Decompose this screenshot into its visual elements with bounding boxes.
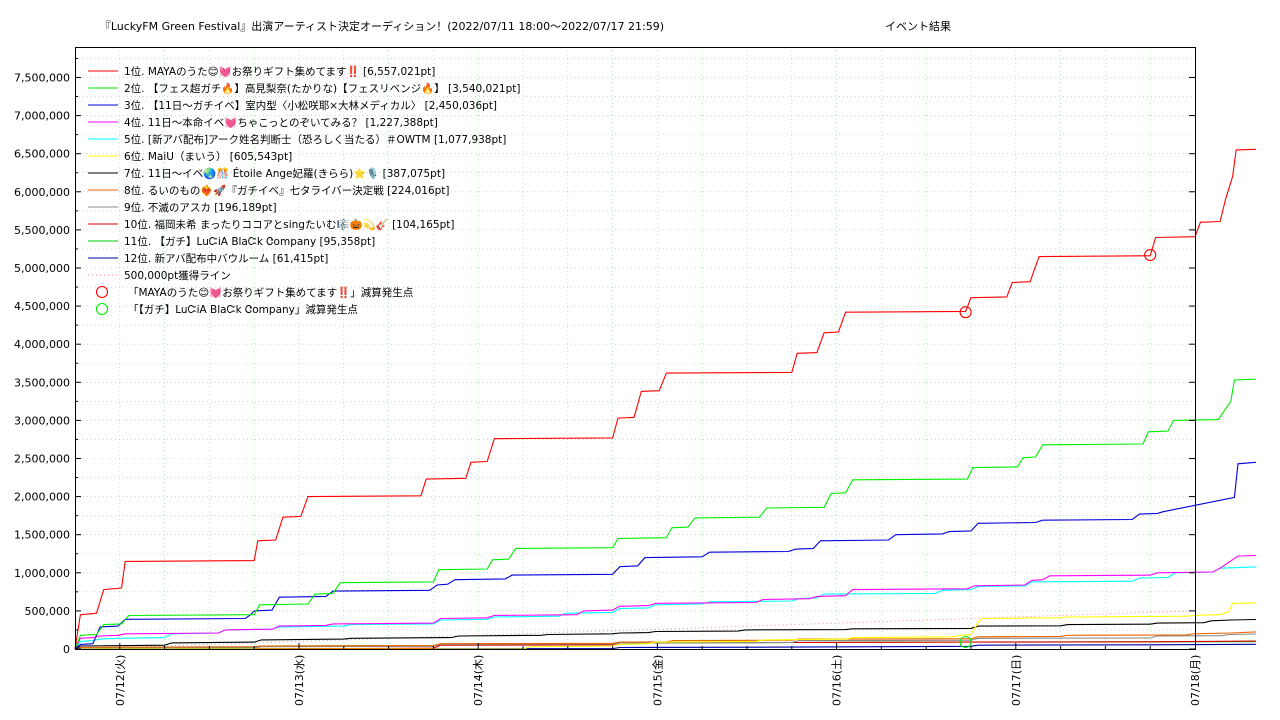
legend-label: 10位. 福岡未希 まったりココアとsingたいむ🎼🎃💫🎸 [104,165pt… [124,218,454,231]
legend-label: 「【ガチ】LuᏨiA BlaᏨk Ꮳompany」減算発生点 [128,303,358,316]
y-tick-label: 7,500,000 [14,71,70,84]
x-tick-label: 07/18(月) [1189,655,1202,706]
legend-label: 7位. 11日〜イベ🌏🎊 Étoile Ange妃羅(きらら)⭐️🎙️ [387… [124,167,445,180]
series-line-2 [74,378,1256,650]
legend-label: 3位. 【11日〜ガチイベ】室内型〈小松咲耶×大林メディカル〉 [2,450,0… [124,99,497,112]
x-tick-label: 07/17(日) [1010,655,1023,706]
legend-label: 5位. [新アバ配布]アーク姓名判断士（恐ろしく当たる）＃OWTM [1,077… [124,133,506,146]
x-tick-label: 07/16(土) [831,655,844,706]
series-line-4 [74,554,1256,650]
legend-label: 2位. 【フェス超ガチ🔥】高見梨奈(たかりな)【フェスリベンジ🔥】 [3,540… [124,82,520,95]
y-tick-label: 500,000 [25,605,71,618]
legend-swatch [95,302,109,316]
legend: 1位. MAYAのうた😊💓お祭りギフト集めてます‼️ [6,557,021pt]… [88,65,520,316]
y-tick-label: 0 [63,643,70,656]
series-line-5 [74,566,1256,650]
y-tick-label: 6,500,000 [14,148,70,161]
y-tick-label: 4,000,000 [14,338,70,351]
x-tick-label: 07/15(金) [650,655,664,706]
grid [75,47,1195,649]
y-axis: 0 500,000 1,000,000 1,500,000 2,000,000 2,500… [14,57,1195,656]
chart-title: 『LuckyFM Green Festival』出演アーティスト決定オーディショ… [100,19,664,33]
series-line-8 [74,631,1256,650]
y-tick-label: 4,500,000 [14,300,70,313]
y-tick-label: 6,000,000 [14,186,70,199]
decrease-marker-1 [1144,248,1157,262]
plot-frame [75,47,1196,650]
decrease-marker-1 [959,306,972,319]
legend-label: 1位. MAYAのうた😊💓お祭りギフト集めてます‼️ [6,557,021pt] [124,65,435,78]
y-tick-label: 3,500,000 [14,376,70,389]
legend-label: 4位. 11日〜本命イベ💓ちゃこっとのぞいてみる？ [1,227,388pt] [124,116,438,129]
x-tick-label: 07/12(火) [114,655,127,706]
x-tick-label: 07/14(木) [472,655,485,706]
legend-label: 500,000pt獲得ライン [124,269,231,282]
legend-label: 11位. 【ガチ】LuᏨiA BlaᏨk Ꮳompany [95,358pt] [124,235,375,248]
series-line-7 [74,618,1256,650]
y-tick-label: 5,500,000 [14,224,70,237]
legend-label: 「MAYAのうた😊💓お祭りギフト集めてます‼️」減算発生点 [128,286,413,299]
y-tick-label: 2,000,000 [14,491,70,504]
legend-label: 6位. MaiU（まいう） [605,543pt] [124,150,292,163]
y-tick-label: 5,000,000 [14,262,70,275]
series-line-9 [74,633,1256,650]
legend-label: 12位. 新アバ配布中バウルーム [61,415pt] [124,252,328,265]
y-tick-label: 3,000,000 [14,414,70,427]
y-tick-label: 1,500,000 [14,529,70,542]
x-tick-label: 07/13(水) [293,655,306,706]
y-tick-label: 2,500,000 [14,452,70,465]
series-line-1 [74,148,1256,650]
decrease-marker-2 [959,635,972,649]
marker-points [959,248,1157,649]
threshold-500k-line [74,610,1196,650]
chart-title-result: イベント結果 [885,19,951,33]
legend-label: 9位. 不滅のアスカ [196,189pt] [124,201,277,214]
y-tick-label: 1,000,000 [14,567,70,580]
legend-swatch [95,285,109,299]
x-axis: 07/12(火) 07/13(水) 07/14(木) 07/15(金) 07/16(土)… [114,643,1202,706]
series-line-3 [74,461,1256,650]
y-tick-label: 7,000,000 [14,110,70,123]
series-line-6 [75,602,1256,650]
legend-label: 8位. るいのもの❤️‍🔥🚀『ガチイベ』七タライバー決定戦 [224,016pt… [124,184,450,197]
threshold-line [74,610,1196,650]
